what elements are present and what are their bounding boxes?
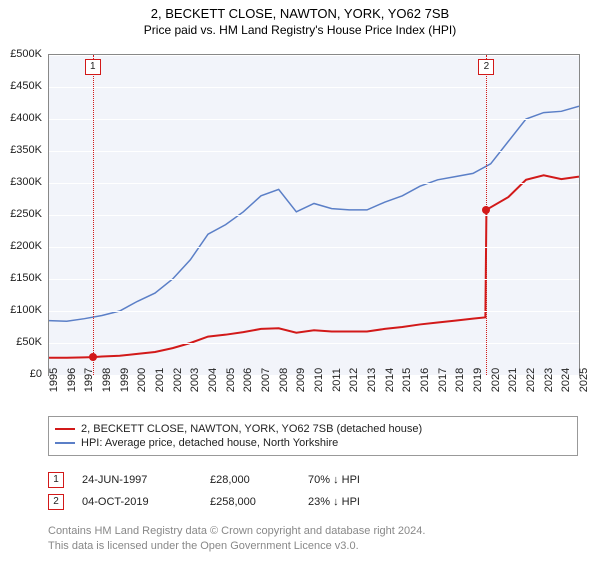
footer-line: Contains HM Land Registry data © Crown c…: [48, 524, 425, 539]
legend-item: 2, BECKETT CLOSE, NAWTON, YORK, YO62 7SB…: [55, 423, 571, 435]
x-axis-tick-label: 2018: [454, 368, 466, 392]
y-axis-tick-label: £150K: [10, 272, 42, 284]
y-axis-tick-label: £300K: [10, 176, 42, 188]
sale-price: £28,000: [210, 474, 290, 486]
y-axis-tick-label: £400K: [10, 112, 42, 124]
x-axis-tick-label: 1995: [48, 368, 60, 392]
x-axis-tick-label: 1997: [83, 368, 95, 392]
x-axis-tick-label: 2004: [207, 368, 219, 392]
legend-label: HPI: Average price, detached house, Nort…: [81, 437, 338, 449]
x-axis-tick-label: 2016: [419, 368, 431, 392]
chart-area: 12 £0£50K£100K£150K£200K£250K£300K£350K£…: [48, 54, 578, 374]
x-axis-tick-label: 2003: [189, 368, 201, 392]
sale-date: 24-JUN-1997: [82, 474, 192, 486]
sale-vs-hpi: 23% ↓ HPI: [308, 496, 428, 508]
sale-date: 04-OCT-2019: [82, 496, 192, 508]
x-axis-tick-label: 2007: [260, 368, 272, 392]
x-axis-tick-label: 2006: [242, 368, 254, 392]
sales-table: 1 24-JUN-1997 £28,000 70% ↓ HPI 2 04-OCT…: [48, 466, 428, 516]
x-axis-tick-label: 2008: [278, 368, 290, 392]
y-axis-tick-label: £350K: [10, 144, 42, 156]
x-axis-tick-label: 2015: [401, 368, 413, 392]
x-axis-tick-label: 2001: [154, 368, 166, 392]
sale-point-icon: [89, 353, 97, 361]
y-axis-tick-label: £500K: [10, 48, 42, 60]
y-axis-tick-label: £450K: [10, 80, 42, 92]
x-axis-tick-label: 2025: [578, 368, 590, 392]
x-axis-tick-label: 2024: [560, 368, 572, 392]
chart-subtitle: Price paid vs. HM Land Registry's House …: [0, 23, 600, 37]
chart-title: 2, BECKETT CLOSE, NAWTON, YORK, YO62 7SB: [0, 6, 600, 21]
x-axis-tick-label: 2002: [172, 368, 184, 392]
x-axis-tick-label: 2011: [331, 368, 343, 392]
sale-vs-hpi: 70% ↓ HPI: [308, 474, 428, 486]
x-axis-tick-label: 2017: [437, 368, 449, 392]
x-axis-tick-label: 2022: [525, 368, 537, 392]
x-axis-tick-label: 2009: [295, 368, 307, 392]
x-axis-tick-label: 2020: [490, 368, 502, 392]
sale-point-icon: [482, 206, 490, 214]
legend-item: HPI: Average price, detached house, Nort…: [55, 437, 571, 449]
x-axis-tick-label: 2005: [225, 368, 237, 392]
sale-row: 1 24-JUN-1997 £28,000 70% ↓ HPI: [48, 472, 428, 488]
sale-marker-icon: 2: [478, 59, 494, 75]
x-axis-tick-label: 2014: [384, 368, 396, 392]
y-axis-tick-label: £0: [30, 368, 42, 380]
sale-marker-icon: 1: [85, 59, 101, 75]
plot-area: 12: [48, 54, 580, 376]
x-axis-tick-label: 2019: [472, 368, 484, 392]
x-axis-tick-label: 1996: [66, 368, 78, 392]
chart-container: 2, BECKETT CLOSE, NAWTON, YORK, YO62 7SB…: [0, 6, 600, 566]
sale-row: 2 04-OCT-2019 £258,000 23% ↓ HPI: [48, 494, 428, 510]
sale-marker-icon: 2: [48, 494, 64, 510]
footer-line: This data is licensed under the Open Gov…: [48, 539, 425, 554]
x-axis-tick-label: 2013: [366, 368, 378, 392]
legend-swatch: [55, 442, 75, 444]
x-axis-tick-label: 2021: [507, 368, 519, 392]
x-axis-tick-label: 2023: [543, 368, 555, 392]
legend-box: 2, BECKETT CLOSE, NAWTON, YORK, YO62 7SB…: [48, 416, 578, 456]
x-axis-tick-label: 1999: [119, 368, 131, 392]
y-axis-tick-label: £200K: [10, 240, 42, 252]
x-axis-tick-label: 2010: [313, 368, 325, 392]
legend-label: 2, BECKETT CLOSE, NAWTON, YORK, YO62 7SB…: [81, 423, 422, 435]
x-axis-tick-label: 1998: [101, 368, 113, 392]
x-axis-tick-label: 2012: [348, 368, 360, 392]
y-axis-tick-label: £100K: [10, 304, 42, 316]
x-axis-tick-label: 2000: [136, 368, 148, 392]
footer-attribution: Contains HM Land Registry data © Crown c…: [48, 524, 425, 554]
y-axis-tick-label: £50K: [16, 336, 42, 348]
sale-marker-icon: 1: [48, 472, 64, 488]
sale-price: £258,000: [210, 496, 290, 508]
y-axis-tick-label: £250K: [10, 208, 42, 220]
legend-swatch: [55, 428, 75, 430]
